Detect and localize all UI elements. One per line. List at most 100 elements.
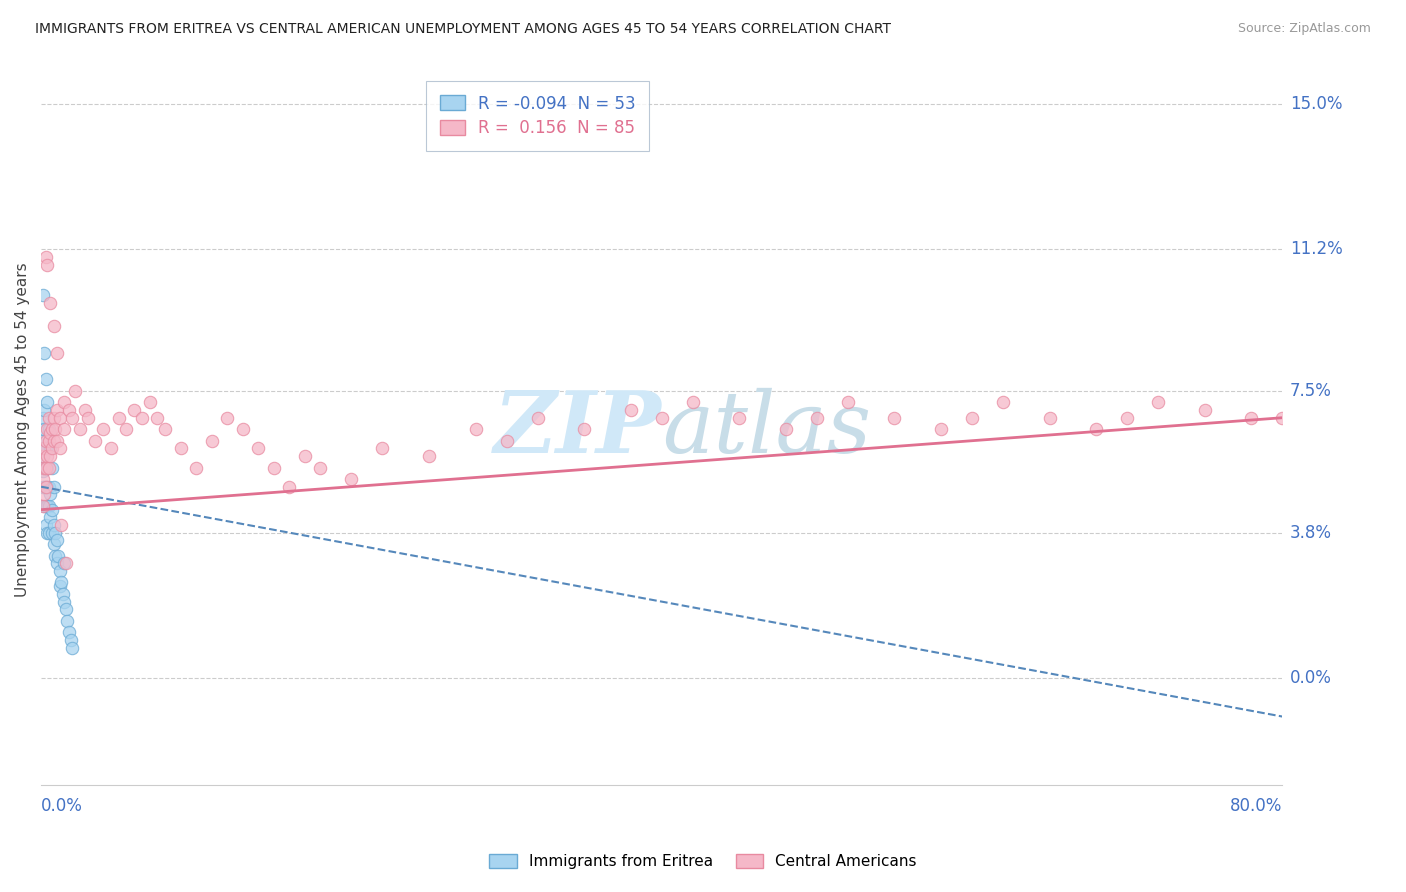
Y-axis label: Unemployment Among Ages 45 to 54 years: Unemployment Among Ages 45 to 54 years xyxy=(15,262,30,597)
Point xyxy=(31,449,53,463)
Text: atlas: atlas xyxy=(662,388,870,471)
Point xyxy=(45,403,67,417)
Point xyxy=(35,460,58,475)
Point xyxy=(38,410,60,425)
Point xyxy=(37,460,59,475)
Point xyxy=(58,403,80,417)
Point xyxy=(51,575,73,590)
Point xyxy=(1240,410,1263,425)
Point xyxy=(572,422,595,436)
Point xyxy=(131,410,153,425)
Point xyxy=(651,410,673,425)
Point xyxy=(91,422,114,436)
Point xyxy=(42,480,65,494)
Text: 0.0%: 0.0% xyxy=(41,797,83,815)
Point xyxy=(48,579,70,593)
Point xyxy=(232,422,254,436)
Point xyxy=(56,614,79,628)
Point xyxy=(65,384,87,398)
Point xyxy=(37,258,59,272)
Point xyxy=(32,442,55,456)
Point xyxy=(60,640,83,655)
Point xyxy=(38,480,60,494)
Point xyxy=(45,557,67,571)
Point xyxy=(42,537,65,551)
Point xyxy=(1085,422,1108,436)
Point xyxy=(35,480,58,494)
Point xyxy=(620,403,643,417)
Point xyxy=(31,464,53,478)
Point xyxy=(1116,410,1139,425)
Point xyxy=(48,564,70,578)
Point xyxy=(42,410,65,425)
Point xyxy=(464,422,486,436)
Point xyxy=(837,395,859,409)
Point xyxy=(371,442,394,456)
Point xyxy=(38,434,60,448)
Point xyxy=(960,410,983,425)
Point xyxy=(155,422,177,436)
Point xyxy=(48,442,70,456)
Point xyxy=(31,410,53,425)
Point xyxy=(32,460,55,475)
Point xyxy=(31,288,53,302)
Point xyxy=(44,525,66,540)
Point xyxy=(37,480,59,494)
Point xyxy=(35,372,58,386)
Point xyxy=(39,510,62,524)
Point xyxy=(775,422,797,436)
Point xyxy=(41,442,63,456)
Point xyxy=(35,460,58,475)
Point xyxy=(170,442,193,456)
Point xyxy=(45,434,67,448)
Point xyxy=(41,525,63,540)
Point xyxy=(53,594,76,608)
Point xyxy=(39,295,62,310)
Point xyxy=(32,442,55,456)
Point xyxy=(39,449,62,463)
Point xyxy=(991,395,1014,409)
Point xyxy=(35,250,58,264)
Point xyxy=(37,499,59,513)
Legend: R = -0.094  N = 53, R =  0.156  N = 85: R = -0.094 N = 53, R = 0.156 N = 85 xyxy=(426,81,650,151)
Point xyxy=(39,425,62,440)
Point xyxy=(39,442,62,456)
Point xyxy=(51,518,73,533)
Point xyxy=(35,442,58,456)
Point xyxy=(41,502,63,516)
Point xyxy=(32,460,55,475)
Legend: Immigrants from Eritrea, Central Americans: Immigrants from Eritrea, Central America… xyxy=(482,848,924,875)
Point xyxy=(309,460,332,475)
Point xyxy=(58,625,80,640)
Point xyxy=(53,395,76,409)
Point xyxy=(41,460,63,475)
Point xyxy=(929,422,952,436)
Text: 11.2%: 11.2% xyxy=(1289,240,1343,258)
Point xyxy=(35,518,58,533)
Point xyxy=(340,472,363,486)
Point xyxy=(1147,395,1170,409)
Point xyxy=(35,480,58,494)
Point xyxy=(44,422,66,436)
Point xyxy=(45,533,67,548)
Text: 3.8%: 3.8% xyxy=(1289,524,1331,541)
Point xyxy=(32,499,55,513)
Point xyxy=(38,499,60,513)
Point xyxy=(31,480,53,494)
Point xyxy=(53,422,76,436)
Text: 15.0%: 15.0% xyxy=(1289,95,1343,112)
Point xyxy=(247,442,270,456)
Point xyxy=(37,395,59,409)
Point xyxy=(806,410,828,425)
Text: Source: ZipAtlas.com: Source: ZipAtlas.com xyxy=(1237,22,1371,36)
Point xyxy=(31,499,53,513)
Point xyxy=(294,449,316,463)
Point xyxy=(55,557,77,571)
Point xyxy=(31,472,53,486)
Point xyxy=(1194,403,1216,417)
Point xyxy=(42,434,65,448)
Point xyxy=(32,403,55,417)
Point xyxy=(38,525,60,540)
Point xyxy=(115,422,138,436)
Point xyxy=(55,602,77,616)
